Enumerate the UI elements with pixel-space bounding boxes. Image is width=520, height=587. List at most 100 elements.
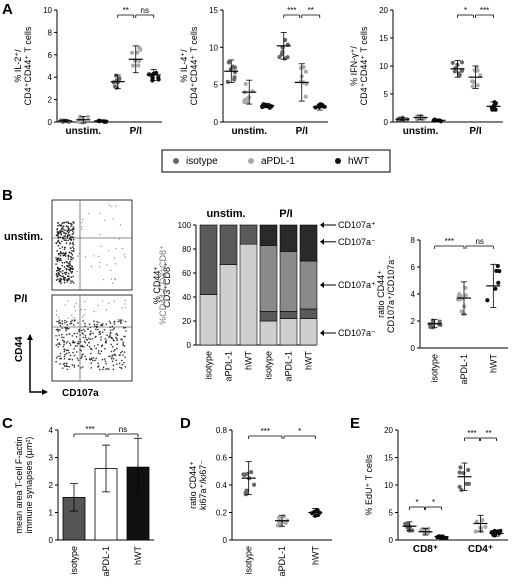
- flow-dot: [93, 320, 95, 323]
- flow-dot: [56, 250, 59, 252]
- chart-A2-xlabel-0: unstim.: [231, 126, 267, 137]
- flow-dot: [115, 263, 117, 265]
- flow-dot: [100, 245, 102, 247]
- flow-dot: [63, 276, 66, 279]
- chart-A3-ytick-label-3: 15: [379, 34, 388, 43]
- chart-B2-seg-label-2: CD107a⁺: [338, 280, 376, 290]
- flow-dot: [58, 319, 61, 321]
- flow-dot: [63, 365, 66, 367]
- flow-dot: [72, 230, 74, 233]
- chart-D-s0-point: [243, 490, 248, 495]
- chart-A1-ytick-label-3: 6: [48, 51, 53, 60]
- chart-A3-g1-s1-point: [475, 83, 480, 88]
- chart-A3-ytick-label-2: 10: [379, 62, 388, 71]
- flow-dot: [83, 314, 85, 316]
- flow-dot: [122, 320, 124, 322]
- flow-dot: [75, 302, 77, 305]
- flow-dot: [73, 332, 76, 335]
- chart-A3-xlabel-0: unstim.: [403, 126, 439, 137]
- chart-B2-bar-1-seg-0: [219, 264, 238, 346]
- flow-dot: [104, 360, 107, 362]
- flow-dot: [63, 239, 66, 241]
- flow-dot: [71, 334, 74, 337]
- flow-dot: [73, 366, 76, 368]
- flow-dot: [121, 247, 123, 250]
- chart-E-g1-s0-point: [466, 467, 471, 473]
- flow-dot: [68, 333, 71, 335]
- chart-A2-g1-s0-point: [277, 54, 282, 60]
- flow-dot: [65, 352, 68, 355]
- flow-dot: [82, 320, 84, 322]
- flow-dot: [65, 221, 68, 224]
- flow-dot: [93, 325, 96, 327]
- flow-dot: [97, 343, 99, 346]
- flow-dot: [92, 359, 94, 362]
- flow-dot: [110, 350, 113, 353]
- flow-dot: [67, 255, 70, 258]
- flow-dot: [112, 358, 115, 360]
- flow-dot: [103, 358, 106, 360]
- flow-dot: [116, 319, 119, 321]
- chart-C-xlabel-1: aPDL-1: [101, 546, 111, 577]
- flow-dot: [70, 320, 72, 323]
- flow-dot: [68, 234, 71, 237]
- chart-B2-bar-3-seg-2: [259, 245, 278, 312]
- chart-B2-ytick-label-3: 60: [182, 269, 191, 278]
- chart-B3-s2-point: [495, 263, 500, 269]
- flow-dot: [99, 368, 101, 371]
- flow-dot: [73, 347, 75, 350]
- flow-dot: [88, 213, 90, 215]
- flow-dot: [57, 275, 59, 277]
- chart-B2-ylabel-alt: %CD44-CD3⁺CD8⁺: [158, 245, 168, 325]
- flow-dot: [96, 320, 98, 323]
- chart-A1-g0-s1-point: [76, 119, 81, 125]
- flow-dot: [77, 364, 80, 367]
- chart-C-xlabel-2: hWT: [133, 546, 143, 566]
- flow-dot: [58, 241, 61, 244]
- flow-dot: [118, 354, 121, 356]
- flow-dot: [88, 358, 91, 360]
- flow-dot: [64, 237, 67, 240]
- flow-dot: [70, 238, 72, 241]
- flow-dot: [61, 322, 64, 325]
- flow-dot: [61, 252, 63, 255]
- flow-dot: [61, 222, 64, 224]
- flow-dot: [70, 225, 72, 228]
- chart-E-g1-s0-point: [459, 487, 464, 493]
- flow-dot: [84, 325, 87, 327]
- chart-C-ytick-label-2: 2: [49, 481, 54, 490]
- flow-dot: [74, 345, 77, 347]
- flow-dot: [64, 255, 67, 257]
- flow-dot: [65, 320, 68, 323]
- flow-dot: [61, 327, 64, 329]
- flow-dot: [97, 304, 99, 306]
- chart-C-xlabel-0: isotype: [69, 546, 79, 575]
- flow-dot: [73, 306, 76, 308]
- flow-dot: [97, 350, 100, 352]
- flow-dot: [59, 363, 61, 365]
- flow-dot: [57, 355, 59, 358]
- chart-A2-0-sig-label: ***: [287, 6, 296, 15]
- flow-dot: [60, 233, 63, 236]
- flow-dot: [76, 270, 78, 273]
- chart-A1-g1-s1-point: [137, 45, 142, 50]
- chart-B2-bar-4-seg-2: [279, 251, 298, 312]
- flow-dot: [60, 240, 63, 243]
- flow-dot: [79, 268, 81, 270]
- chart-E-g1-s0-point: [457, 470, 462, 475]
- flow-dot: [72, 351, 74, 354]
- flow-dot: [55, 272, 58, 275]
- chart-A1-ytick-label-4: 8: [48, 28, 53, 37]
- flow-dot: [113, 350, 115, 352]
- flow-dot: [67, 268, 70, 271]
- flow-dot: [84, 256, 87, 258]
- flow-dot: [55, 263, 57, 265]
- flow-dot: [59, 254, 62, 257]
- flow-dot: [93, 323, 96, 326]
- chart-B2-group-label-0: unstim.: [206, 208, 245, 220]
- flow-dot: [74, 310, 77, 312]
- flow-dot: [121, 339, 123, 341]
- chart-D-s2-point: [309, 511, 315, 516]
- chart-B2-bar-5-seg-2: [299, 260, 318, 310]
- chart-A1-ytick-label-1: 2: [48, 96, 53, 105]
